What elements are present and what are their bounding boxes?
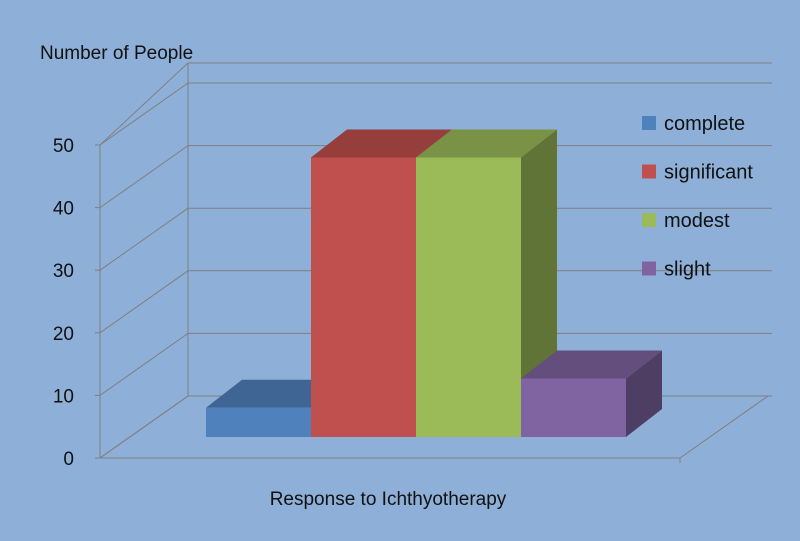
bar-side bbox=[626, 350, 662, 437]
gridline-side bbox=[99, 270, 189, 334]
legend-label: complete bbox=[664, 113, 745, 135]
legend-swatch bbox=[642, 164, 656, 179]
bars bbox=[206, 129, 662, 437]
legend-swatch bbox=[642, 261, 656, 276]
gridline-side bbox=[99, 395, 189, 459]
legend: complete significant modest slight bbox=[642, 113, 753, 281]
bar-top bbox=[311, 129, 452, 158]
gridline-side bbox=[99, 332, 189, 396]
y-tick-label: 40 bbox=[53, 199, 74, 220]
x-axis-label: Response to Ichthyotherapy bbox=[270, 489, 507, 510]
y-axis-ticks: 0 10 20 30 40 50 bbox=[53, 136, 74, 470]
bar-top bbox=[521, 350, 662, 379]
legend-swatch bbox=[642, 213, 656, 227]
bar-front bbox=[311, 157, 416, 437]
bar-slight bbox=[521, 350, 662, 437]
legend-label: slight bbox=[664, 259, 711, 281]
bar-front bbox=[206, 407, 311, 437]
bar-front bbox=[521, 378, 626, 437]
y-axis-label: Number of People bbox=[40, 43, 193, 64]
legend-label: significant bbox=[664, 162, 753, 184]
y-tick-label: 20 bbox=[53, 324, 74, 345]
gridline-side bbox=[99, 145, 189, 209]
y-tick-label: 10 bbox=[53, 386, 74, 407]
y-tick-label: 0 bbox=[63, 449, 74, 470]
gridline-side bbox=[99, 82, 189, 146]
bar-front bbox=[416, 157, 521, 437]
bar-top bbox=[416, 129, 557, 158]
legend-item-complete: complete bbox=[642, 113, 745, 135]
y-tick-label: 50 bbox=[53, 136, 74, 157]
gridline-side bbox=[99, 62, 189, 146]
y-tick-label: 30 bbox=[53, 261, 74, 282]
legend-item-slight: slight bbox=[642, 259, 711, 281]
legend-label: modest bbox=[664, 210, 730, 232]
legend-swatch bbox=[642, 116, 656, 130]
gridline-side bbox=[99, 207, 189, 271]
legend-item-modest: modest bbox=[642, 210, 730, 232]
legend-item-significant: significant bbox=[642, 162, 753, 184]
